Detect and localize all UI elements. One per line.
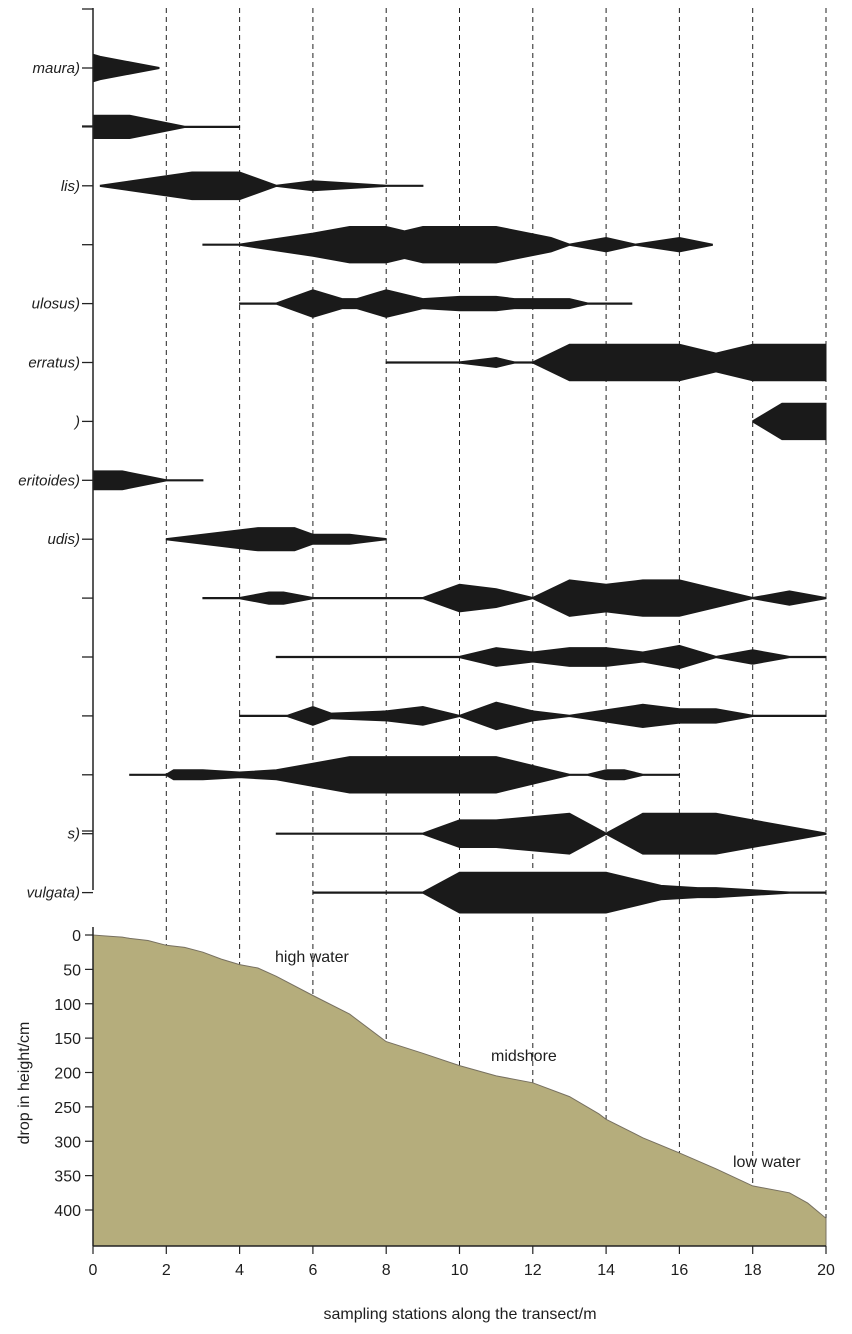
axes: 0 50 100 150 200 250 300 350 400 0 2 4 6 8 10 12 14 16 18 2…	[54, 927, 835, 1279]
x-tick-label: 6	[308, 1262, 317, 1279]
x-axis-title: sampling stations along the transect/m	[323, 1306, 596, 1323]
y-tick-label: 150	[54, 1031, 81, 1048]
kite-row	[312, 871, 827, 914]
species-label: ulosus)	[32, 296, 80, 313]
y-tick-label: 400	[54, 1203, 81, 1220]
x-tick-label: 18	[744, 1262, 762, 1279]
kite-row	[752, 402, 827, 441]
shore-profile-chart	[92, 934, 827, 1247]
x-tick-label: 10	[451, 1262, 469, 1279]
kite-diagram	[82, 8, 827, 914]
x-tick-label: 4	[235, 1262, 244, 1279]
kite-row	[202, 579, 827, 617]
y-tick-label: 350	[54, 1169, 81, 1186]
shore-profile-area	[92, 934, 827, 1247]
kite-row	[92, 114, 241, 139]
kite-row	[92, 470, 204, 491]
kite-row	[275, 644, 827, 670]
y-tick-label: 0	[72, 928, 81, 945]
y-tick-label: 100	[54, 997, 81, 1014]
x-tick-label: 8	[382, 1262, 391, 1279]
y-tick-label: 300	[54, 1134, 81, 1151]
species-label: erratus)	[28, 355, 80, 372]
annotation-midshore: midshore	[491, 1048, 557, 1065]
kite-row	[99, 171, 424, 201]
kite-row	[202, 226, 713, 264]
annotation-high-water: high water	[275, 949, 349, 966]
y-tick-label: 50	[63, 962, 81, 979]
kite-row	[92, 53, 160, 83]
kite-row	[165, 527, 387, 552]
annotation-low-water: low water	[733, 1154, 801, 1171]
x-tick-label: 20	[817, 1262, 835, 1279]
x-tick-label: 12	[524, 1262, 542, 1279]
kite-row	[385, 343, 827, 382]
kite-row	[239, 701, 827, 731]
y-tick-label: 200	[54, 1066, 81, 1083]
species-label: eritoides)	[18, 472, 80, 489]
kite-row	[129, 756, 680, 794]
y-axis-title: drop in height/cm	[16, 1022, 33, 1145]
species-label: s)	[68, 826, 81, 843]
species-label: )	[73, 413, 80, 430]
kite-row	[275, 812, 827, 855]
species-label: udis)	[47, 531, 80, 548]
x-tick-label: 0	[89, 1262, 98, 1279]
species-label: maura)	[32, 60, 80, 77]
x-tick-label: 14	[597, 1262, 615, 1279]
species-labels: maura) lis) ulosus) erratus)) eritoides) udis…	[18, 60, 80, 902]
kite-row	[239, 289, 633, 318]
species-label: lis)	[61, 178, 80, 195]
x-tick-label: 16	[671, 1262, 689, 1279]
x-tick-label: 2	[162, 1262, 171, 1279]
species-label: vulgata)	[27, 885, 80, 902]
y-tick-label: 250	[54, 1100, 81, 1117]
